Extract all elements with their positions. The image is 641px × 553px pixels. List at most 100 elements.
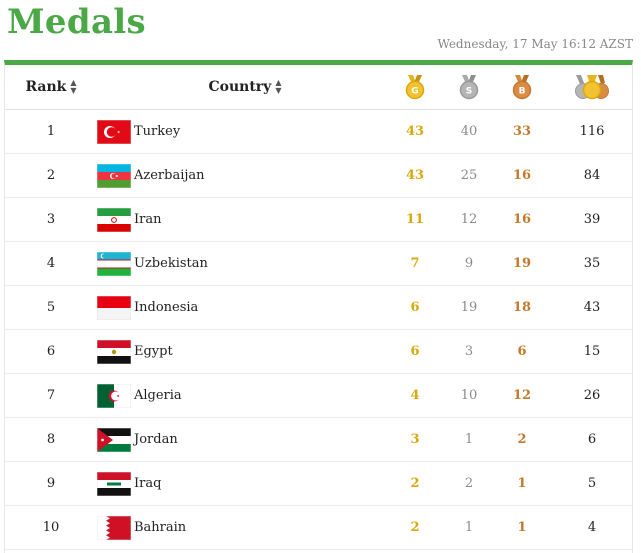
rank-value: 6: [46, 344, 56, 359]
bronze-count: 16: [512, 168, 532, 183]
gold-count: 4: [410, 388, 420, 403]
country-name[interactable]: Uzbekistan: [134, 256, 208, 271]
country-name[interactable]: Egypt: [134, 344, 173, 359]
silver-count: 3: [464, 344, 474, 359]
rank-value: 1: [46, 124, 56, 139]
rank-cell: 8: [5, 418, 97, 461]
rank-cell: 7: [5, 374, 97, 417]
iran-flag-icon: [96, 198, 132, 241]
bronze-count: 6: [517, 344, 527, 359]
table-row[interactable]: 5 Indonesia 6 19 18 43: [5, 286, 632, 330]
table-row[interactable]: 9 Iraq 2 2 1 5: [5, 462, 632, 506]
gold-count: 3: [410, 432, 420, 447]
country-name[interactable]: Bahrain: [134, 520, 187, 535]
table-row[interactable]: 3 Iran 11 12 16 39: [5, 198, 632, 242]
bronze-badge-letter: B: [519, 87, 526, 97]
silver-count: 25: [460, 168, 478, 183]
total-medals-icon: [575, 75, 609, 100]
bronze-column-header[interactable]: B: [497, 65, 547, 109]
silver-badge-letter: S: [466, 87, 472, 97]
country-cell[interactable]: Uzbekistan: [134, 242, 354, 285]
country-name[interactable]: Jordan: [134, 432, 178, 447]
total-column-header[interactable]: [563, 65, 621, 109]
silver-medal-icon: S: [459, 75, 479, 100]
bronze-count: 12: [512, 388, 532, 403]
gold-count: 2: [410, 476, 420, 491]
gold-column-header[interactable]: G: [390, 65, 440, 109]
table-row[interactable]: 2 Azerbaijan 43 25 16 84: [5, 154, 632, 198]
country-cell[interactable]: Indonesia: [134, 286, 354, 329]
bronze-count: 1: [517, 476, 527, 491]
country-name[interactable]: Turkey: [134, 124, 181, 139]
medals-table: Rank ▲ ▼ Country ▲ ▼ G S: [4, 60, 633, 553]
total-count: 84: [583, 168, 601, 183]
silver-count: 1: [464, 432, 474, 447]
bahrain-flag-icon: [96, 506, 132, 549]
table-row[interactable]: 6 Egypt 6 3 6 15: [5, 330, 632, 374]
silver-column-header[interactable]: S: [444, 65, 494, 109]
country-name[interactable]: Algeria: [134, 388, 182, 403]
country-column-header[interactable]: Country ▲ ▼: [135, 65, 355, 109]
total-count: 6: [587, 432, 597, 447]
table-row[interactable]: 4 Uzbekistan 7 9 19 35: [5, 242, 632, 286]
azerbaijan-flag-icon: [96, 154, 132, 197]
rank-header-label: Rank: [25, 79, 67, 95]
country-cell[interactable]: Jordan: [134, 418, 354, 461]
rank-value: 10: [42, 520, 60, 535]
country-cell[interactable]: Bahrain: [134, 506, 354, 549]
rank-value: 5: [46, 300, 56, 315]
country-cell[interactable]: Egypt: [134, 330, 354, 373]
gold-count: 6: [410, 300, 420, 315]
total-count: 35: [583, 256, 601, 271]
table-row[interactable]: 7 Algeria 4 10 12 26: [5, 374, 632, 418]
silver-count: 1: [464, 520, 474, 535]
rank-cell: 5: [5, 286, 97, 329]
total-count: 26: [583, 388, 601, 403]
country-header-label: Country: [208, 79, 272, 95]
total-count: 4: [587, 520, 597, 535]
table-row[interactable]: 10 Bahrain 2 1 1 4: [5, 506, 632, 550]
rank-value: 9: [46, 476, 56, 491]
country-name[interactable]: Iran: [134, 212, 162, 227]
country-cell[interactable]: Azerbaijan: [134, 154, 354, 197]
country-name[interactable]: Iraq: [134, 476, 162, 491]
country-name[interactable]: Azerbaijan: [134, 168, 205, 183]
silver-count: 19: [460, 300, 478, 315]
gold-count: 43: [405, 124, 425, 139]
rank-value: 4: [46, 256, 56, 271]
bronze-count: 16: [512, 212, 532, 227]
gold-count: 43: [405, 168, 425, 183]
country-cell[interactable]: Iraq: [134, 462, 354, 505]
table-row[interactable]: 1 Turkey 43 40 33 116: [5, 110, 632, 154]
rank-value: 8: [46, 432, 56, 447]
table-row[interactable]: 8 Jordan 3 1 2 6: [5, 418, 632, 462]
gold-count: 6: [410, 344, 420, 359]
total-count: 5: [587, 476, 597, 491]
rank-value: 2: [46, 168, 56, 183]
sort-icon: ▲ ▼: [275, 78, 282, 95]
rank-cell: 9: [5, 462, 97, 505]
gold-count: 7: [410, 256, 420, 271]
bronze-count: 18: [512, 300, 532, 315]
rank-column-header[interactable]: Rank ▲ ▼: [5, 65, 97, 109]
rank-value: 7: [46, 388, 56, 403]
silver-count: 12: [460, 212, 478, 227]
last-updated-timestamp: Wednesday, 17 May 16:12 AZST: [437, 37, 633, 51]
rank-cell: 10: [5, 506, 97, 549]
rank-cell: 6: [5, 330, 97, 373]
bronze-count: 33: [512, 124, 532, 139]
algeria-flag-icon: [96, 374, 132, 417]
country-cell[interactable]: Iran: [134, 198, 354, 241]
iraq-flag-icon: [96, 462, 132, 505]
country-name[interactable]: Indonesia: [134, 300, 199, 315]
uzbekistan-flag-icon: [96, 242, 132, 285]
total-count: 15: [583, 344, 601, 359]
country-cell[interactable]: Algeria: [134, 374, 354, 417]
bronze-count: 19: [512, 256, 532, 271]
indonesia-flag-icon: [96, 286, 132, 329]
bronze-medal-icon: B: [512, 75, 532, 100]
country-cell[interactable]: Turkey: [134, 110, 354, 153]
silver-count: 10: [460, 388, 478, 403]
jordan-flag-icon: [96, 418, 132, 461]
bronze-count: 2: [517, 432, 527, 447]
